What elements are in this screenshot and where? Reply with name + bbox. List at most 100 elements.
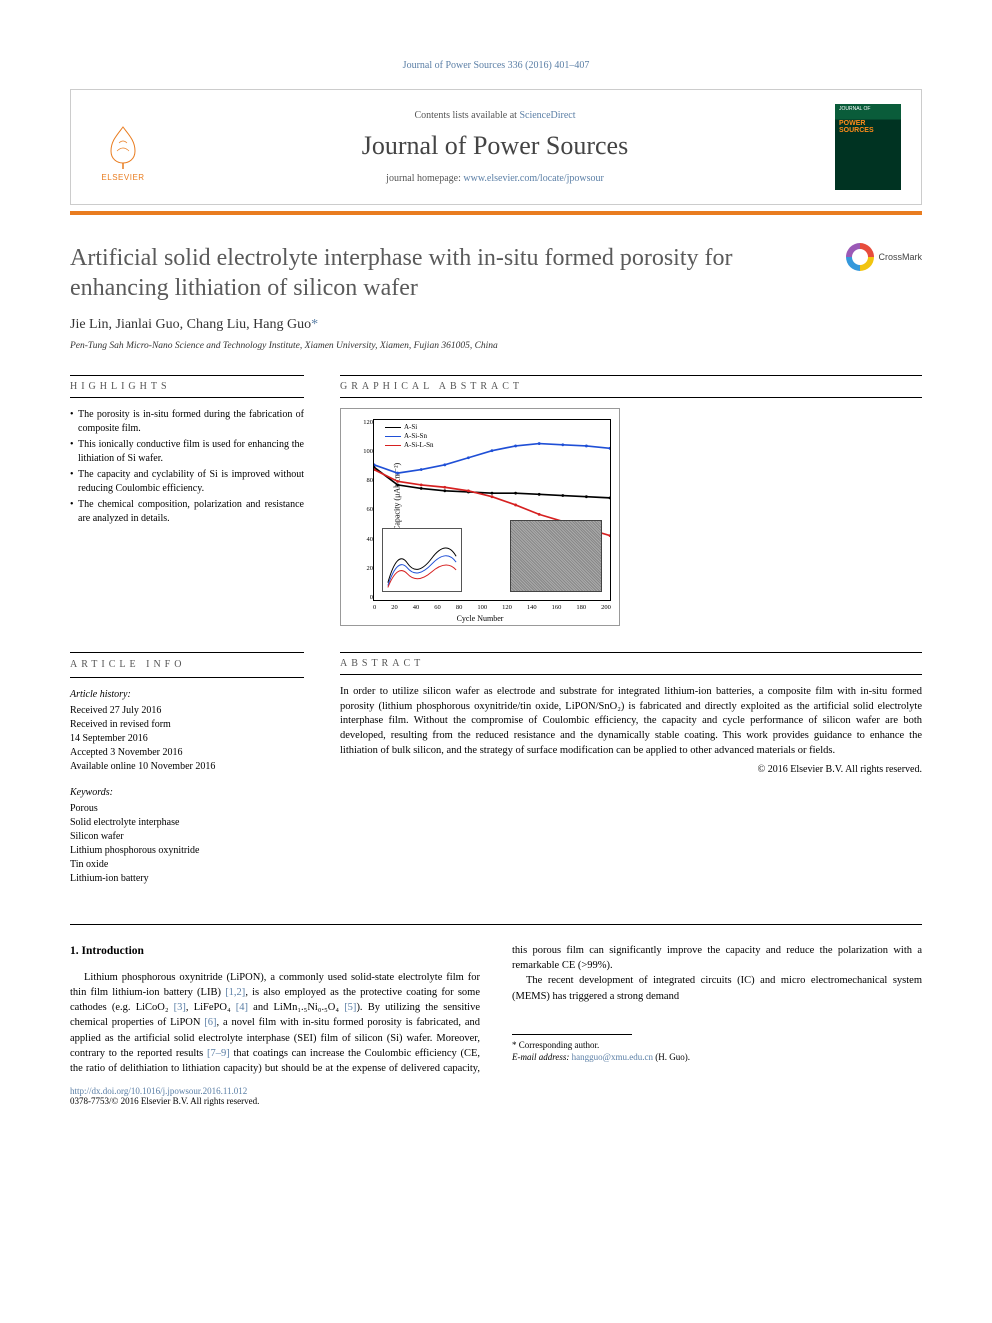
keyword: Solid electrolyte interphase — [70, 816, 304, 830]
118: ). By utilizing the — [356, 1002, 443, 1013]
contents-prefix: Contents lists available at — [414, 110, 519, 121]
abstract-text: In order to utilize silicon wafer as ele… — [340, 685, 922, 758]
ytick: 40 — [361, 536, 373, 543]
xtick: 40 — [413, 604, 420, 611]
affiliation: Pen-Tung Sah Micro-Nano Science and Tech… — [70, 341, 922, 351]
ytick: 80 — [361, 477, 373, 484]
crossmark-icon — [846, 243, 874, 271]
email-suffix: (H. Guo). — [653, 1052, 690, 1062]
ref-link[interactable]: [7–9] — [207, 1048, 230, 1059]
keyword: Porous — [70, 802, 304, 816]
legend-item: A-Si-L-Sn — [385, 441, 434, 450]
text-run: , LiFePO₄ — [186, 1002, 236, 1013]
corr-author-label: * Corresponding author. — [512, 1039, 922, 1052]
email-link[interactable]: hangguo@xmu.edu.cn — [572, 1052, 653, 1062]
ytick: 60 — [361, 506, 373, 513]
ytick: 0 — [361, 594, 373, 601]
journal-name: Journal of Power Sources — [155, 131, 835, 161]
authors-names: Jie Lin, Jianlai Guo, Chang Liu, Hang Gu… — [70, 317, 311, 332]
history-line: Received in revised form — [70, 718, 304, 732]
graphical-abstract-section: GRAPHICAL ABSTRACT Delithiation Capacity… — [340, 375, 922, 626]
xtick: 60 — [434, 604, 441, 611]
top-citation: Journal of Power Sources 336 (2016) 401–… — [70, 60, 922, 71]
footer-separator — [512, 1034, 632, 1035]
ref-link[interactable]: [5] — [344, 1002, 356, 1013]
highlight-item: The porosity is in-situ formed during th… — [70, 408, 304, 435]
authors-line: Jie Lin, Jianlai Guo, Chang Liu, Hang Gu… — [70, 317, 922, 333]
article-info-section: ARTICLE INFO Article history: Received 2… — [70, 652, 304, 898]
keyword: Tin oxide — [70, 858, 304, 872]
xtick: 100 — [477, 604, 487, 611]
highlights-section: HIGHLIGHTS The porosity is in-situ forme… — [70, 375, 304, 626]
history-line: Accepted 3 November 2016 — [70, 746, 304, 760]
intro-paragraph-2: The recent development of integrated cir… — [512, 973, 922, 1003]
keyword: Silicon wafer — [70, 830, 304, 844]
highlights-list: The porosity is in-situ formed during th… — [70, 408, 304, 525]
intro-heading: 1. Introduction — [70, 943, 480, 960]
issn-line: 0378-7753/© 2016 Elsevier B.V. All right… — [70, 1096, 922, 1106]
journal-header: ELSEVIER Contents lists available at Sci… — [70, 89, 922, 205]
ref-link[interactable]: [6] — [204, 1017, 216, 1028]
elsevier-logo: ELSEVIER — [91, 112, 155, 182]
text-run: and LiMn₁.₅Ni₀.₅O₄ — [248, 1002, 344, 1013]
email-label: E-mail address: — [512, 1052, 572, 1062]
legend-label: A-Si-L-Sn — [404, 441, 434, 450]
chart-xticks: 0 20 40 60 80 100 120 140 160 180 200 — [373, 604, 611, 611]
ref-link[interactable]: [1,2] — [225, 987, 245, 998]
article-info-label: ARTICLE INFO — [70, 652, 304, 678]
doi-link[interactable]: http://dx.doi.org/10.1016/j.jpowsour.201… — [70, 1086, 922, 1096]
abstract-label: ABSTRACT — [340, 652, 922, 675]
ytick: 20 — [361, 565, 373, 572]
xtick: 180 — [576, 604, 586, 611]
cover-title-text: POWER SOURCES — [839, 120, 897, 134]
xtick: 140 — [527, 604, 537, 611]
ytick: 120 — [361, 419, 373, 426]
ytick: 100 — [361, 448, 373, 455]
inset-curves — [383, 529, 461, 591]
body-columns: 1. Introduction Lithium phosphorous oxyn… — [70, 943, 922, 1076]
publisher-label: ELSEVIER — [101, 173, 144, 182]
xtick: 20 — [391, 604, 398, 611]
legend-label: A-Si-Sn — [404, 432, 427, 441]
article-title: Artificial solid electrolyte interphase … — [70, 243, 846, 303]
journal-cover-thumb: JOURNAL OF POWER SOURCES — [835, 104, 901, 190]
keyword: Lithium phosphorous oxynitride — [70, 844, 304, 858]
legend-label: A-Si — [404, 423, 417, 432]
crossmark-badge[interactable]: CrossMark — [846, 243, 922, 271]
keyword: Lithium-ion battery — [70, 872, 304, 886]
tree-icon — [99, 123, 147, 171]
homepage-line: journal homepage: www.elsevier.com/locat… — [155, 173, 835, 184]
orange-divider — [70, 211, 922, 215]
highlight-item: The chemical composition, polarization a… — [70, 498, 304, 525]
corresponding-footer: * Corresponding author. E-mail address: … — [512, 1034, 922, 1064]
highlight-item: This ionically conductive film is used f… — [70, 438, 304, 465]
xtick: 200 — [601, 604, 611, 611]
abstract-section: ABSTRACT In order to utilize silicon waf… — [340, 652, 922, 898]
xtick: 0 — [373, 604, 376, 611]
history-line: 14 September 2016 — [70, 732, 304, 746]
graphical-abstract-chart: Delithiation Capacity (μAh cm⁻²) Cycle N… — [340, 408, 620, 626]
inset-subplot — [382, 528, 462, 592]
crossmark-label: CrossMark — [878, 252, 922, 262]
section-divider — [70, 924, 922, 925]
legend-item: A-Si — [385, 423, 434, 432]
sciencedirect-link[interactable]: ScienceDirect — [519, 110, 575, 121]
copyright-line: © 2016 Elsevier B.V. All rights reserved… — [340, 764, 922, 775]
history-head: Article history: — [70, 688, 304, 702]
corr-asterisk: * — [311, 317, 318, 332]
homepage-prefix: journal homepage: — [386, 173, 463, 184]
legend-item: A-Si-Sn — [385, 432, 434, 441]
chart-yticks: 120 100 80 60 40 20 0 — [361, 419, 373, 601]
highlights-label: HIGHLIGHTS — [70, 375, 304, 398]
history-line: Received 27 July 2016 — [70, 704, 304, 718]
keywords-head: Keywords: — [70, 786, 304, 800]
contents-line: Contents lists available at ScienceDirec… — [155, 110, 835, 121]
cover-small-text: JOURNAL OF — [839, 106, 870, 112]
chart-legend: A-Si A-Si-Sn A-Si-L-Sn — [381, 421, 438, 452]
xtick: 80 — [456, 604, 463, 611]
ref-link[interactable]: [4] — [236, 1002, 248, 1013]
ref-link[interactable]: [3] — [174, 1002, 186, 1013]
graphical-label: GRAPHICAL ABSTRACT — [340, 375, 922, 398]
highlight-item: The capacity and cyclability of Si is im… — [70, 468, 304, 495]
homepage-link[interactable]: www.elsevier.com/locate/jpowsour — [463, 173, 603, 184]
